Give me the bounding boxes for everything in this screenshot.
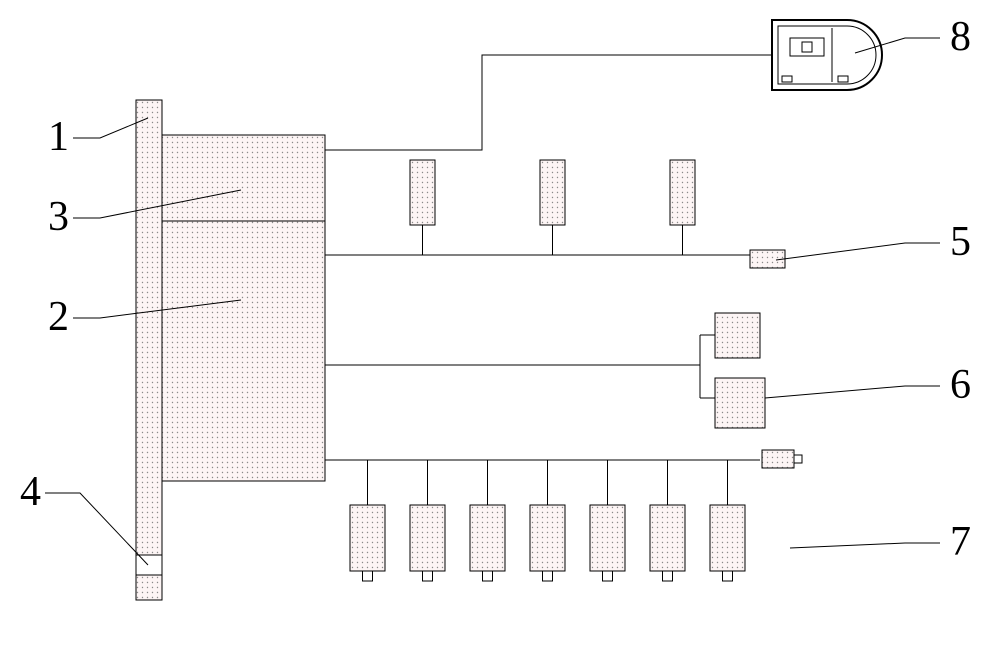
leader-4 [45,493,148,565]
label-2: 2 [48,294,69,340]
module-7-1 [410,505,445,571]
component-6-1 [715,378,765,428]
leader-6 [765,386,940,398]
diagram-canvas: 1 2 3 4 5 6 7 8 [0,0,1000,654]
label-8: 8 [950,14,971,60]
module-7-6 [710,505,745,571]
module-7-5 [650,505,685,571]
label-5: 5 [950,219,971,265]
label-6: 6 [950,362,971,408]
bus-7-end [762,450,794,468]
leader-5 [776,243,940,260]
component-1 [136,100,162,600]
module-5-1 [540,160,565,225]
leader-7 [790,543,940,548]
label-1: 1 [48,114,69,160]
component-2 [162,221,325,481]
component-3 [162,135,325,221]
module-7-4 [590,505,625,571]
label-4: 4 [20,469,41,515]
module-5-2 [670,160,695,225]
component-4-gap [136,555,162,575]
label-3: 3 [48,194,69,240]
component-5-end [750,250,785,268]
module-7-2 [470,505,505,571]
component-6-0 [715,313,760,358]
wire-to-8 [325,55,772,150]
module-7-3 [530,505,565,571]
label-7: 7 [950,519,971,565]
module-5-0 [410,160,435,225]
component-8 [772,20,882,90]
module-7-0 [350,505,385,571]
